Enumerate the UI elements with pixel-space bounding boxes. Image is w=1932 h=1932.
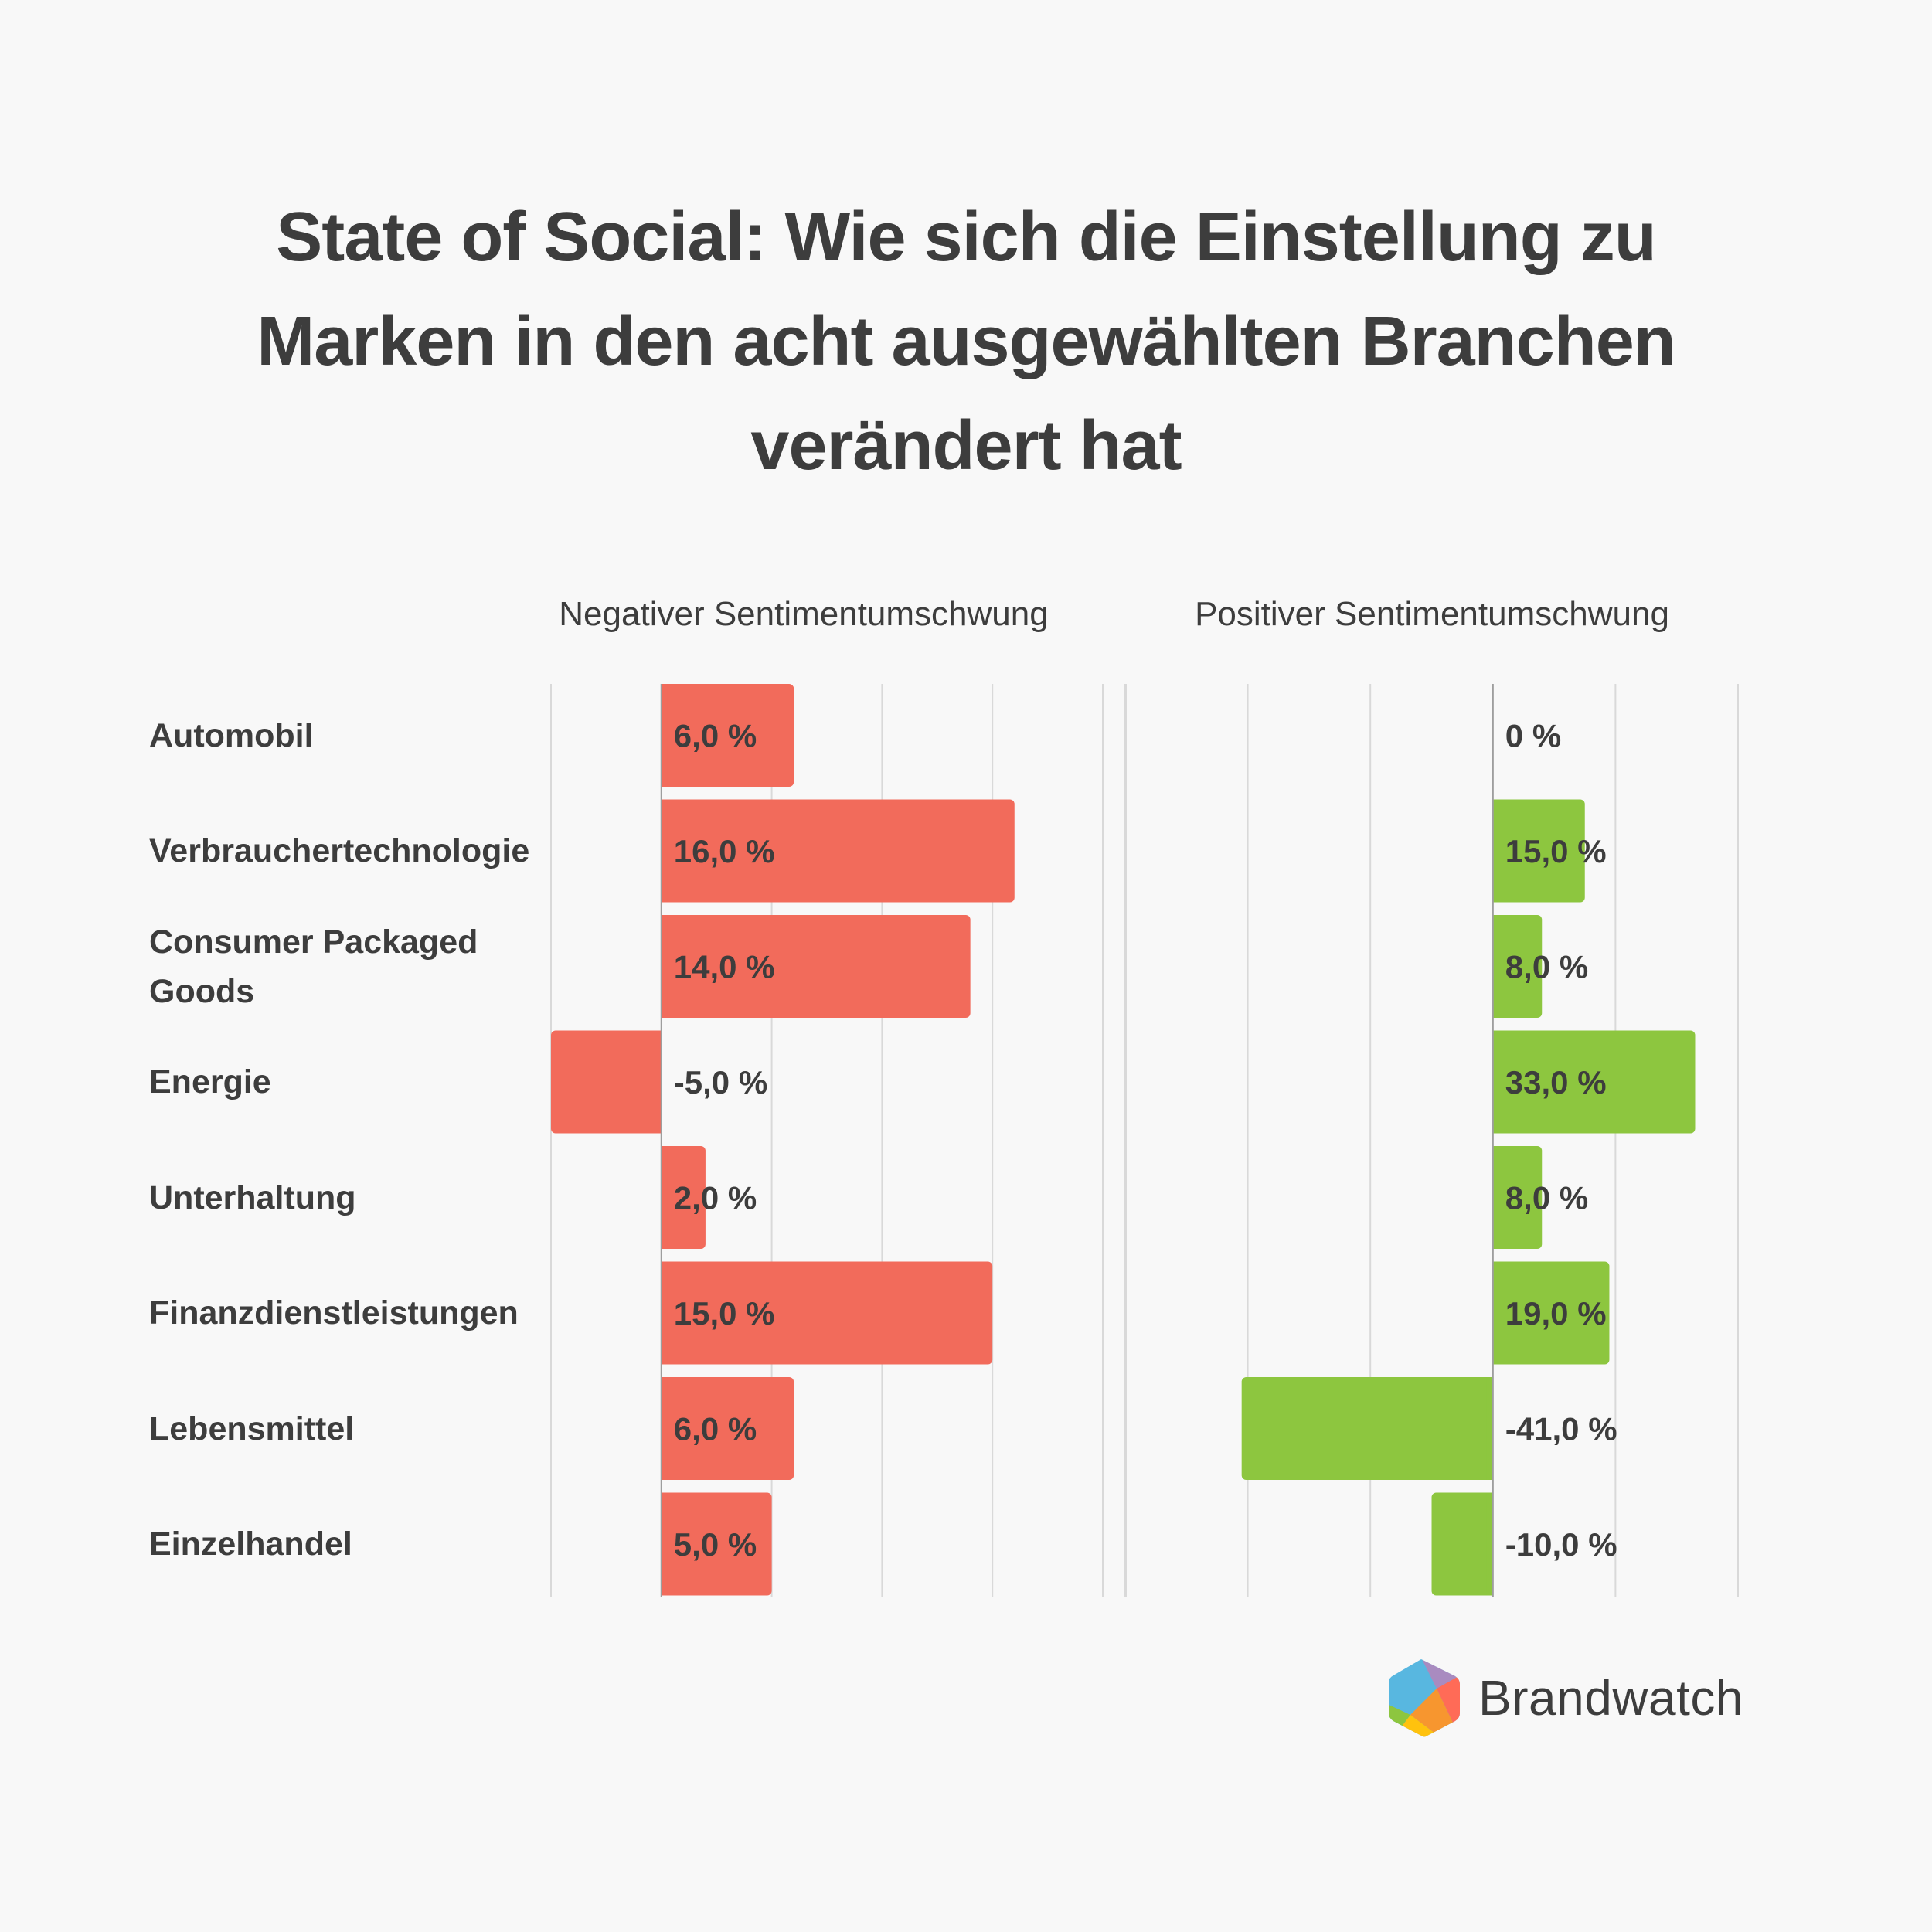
category-label: Lebensmittel: [149, 1404, 551, 1454]
category-label-line: Consumer Packaged: [149, 923, 478, 961]
data-label: 2,0 %: [674, 1180, 757, 1216]
data-label: 5,0 %: [674, 1526, 757, 1563]
brandwatch-hexagon-logo-icon: [1389, 1659, 1460, 1737]
category-label: Energie: [149, 1057, 551, 1107]
bar: [661, 1492, 772, 1596]
chart-title: State of Social: Wie sich die Einstellun…: [0, 185, 1932, 498]
category-label-line: Energie: [149, 1063, 271, 1100]
bar-edge: [1492, 1146, 1499, 1249]
bar-edge: [661, 799, 668, 903]
data-label: -41,0 %: [1505, 1411, 1617, 1447]
title-line-3: verändert hat: [750, 407, 1182, 485]
bar: [1492, 1146, 1543, 1249]
brand-logo: Brandwatch: [1387, 1658, 1743, 1738]
data-label: 8,0 %: [1505, 1180, 1588, 1216]
category-label: Automobil: [149, 711, 551, 760]
bar: [1492, 1261, 1610, 1365]
bar-edge: [1492, 1030, 1499, 1134]
data-label: 8,0 %: [1505, 949, 1588, 985]
data-label: 15,0 %: [674, 1295, 775, 1332]
bar-edge: [1492, 915, 1499, 1018]
bar: [1492, 799, 1585, 903]
bar-edge: [661, 915, 668, 1018]
bar-edge: [661, 1377, 668, 1480]
data-label: 33,0 %: [1505, 1064, 1607, 1100]
category-label: Einzelhandel: [149, 1519, 551, 1569]
bar: [1241, 1377, 1493, 1480]
bar-edge: [661, 1146, 668, 1249]
bar-edge: [661, 1261, 668, 1365]
bar-edge: [1492, 799, 1499, 903]
bar-edge: [1492, 1261, 1499, 1365]
bar: [661, 1261, 993, 1365]
category-label-line: Automobil: [149, 716, 314, 754]
bar: [661, 799, 1015, 903]
category-label: Consumer Packaged Goods: [149, 917, 551, 1016]
category-label-line: Unterhaltung: [149, 1179, 356, 1216]
data-label: 6,0 %: [674, 718, 757, 754]
title-line-1: State of Social: Wie sich die Einstellun…: [276, 199, 1657, 276]
data-label: 6,0 %: [674, 1411, 757, 1447]
category-label-line: Lebensmittel: [149, 1410, 355, 1447]
category-label: Finanzdienstleistungen: [149, 1288, 551, 1338]
category-label-line: Goods: [149, 972, 255, 1010]
data-label: 16,0 %: [674, 833, 775, 869]
title-line-2: Marken in den acht ausgewählten Branchen: [257, 303, 1675, 380]
bar-edge: [1486, 1492, 1493, 1596]
brand-name: Brandwatch: [1478, 1670, 1743, 1726]
category-label-line: Einzelhandel: [149, 1526, 352, 1563]
data-label: -5,0 %: [674, 1064, 767, 1100]
bar-edge: [655, 1030, 662, 1134]
category-label: Unterhaltung: [149, 1173, 551, 1223]
bar: [1492, 1030, 1696, 1134]
data-label: 14,0 %: [674, 949, 775, 985]
bar: [1431, 1492, 1493, 1596]
category-label-line: Finanzdienstleistungen: [149, 1294, 519, 1332]
bar: [551, 1030, 662, 1134]
bar: [661, 915, 971, 1018]
bar: [1492, 915, 1543, 1018]
bar: [661, 684, 794, 787]
data-label: -10,0 %: [1505, 1526, 1617, 1563]
bar: [661, 1146, 706, 1249]
bar-edge: [1486, 1377, 1493, 1480]
bar-edge: [661, 1492, 668, 1596]
data-label: 15,0 %: [1505, 833, 1607, 869]
data-label: 0 %: [1505, 718, 1561, 754]
positive-chart-title: Positiver Sentimentumschwung: [1195, 595, 1669, 633]
negative-chart-title: Negativer Sentimentumschwung: [559, 595, 1049, 633]
data-label: 19,0 %: [1505, 1295, 1607, 1332]
category-label: Verbrauchertechnologie: [149, 826, 551, 876]
bar: [661, 1377, 794, 1480]
category-label-line: Verbrauchertechnologie: [149, 832, 530, 869]
bar-edge: [661, 684, 668, 787]
